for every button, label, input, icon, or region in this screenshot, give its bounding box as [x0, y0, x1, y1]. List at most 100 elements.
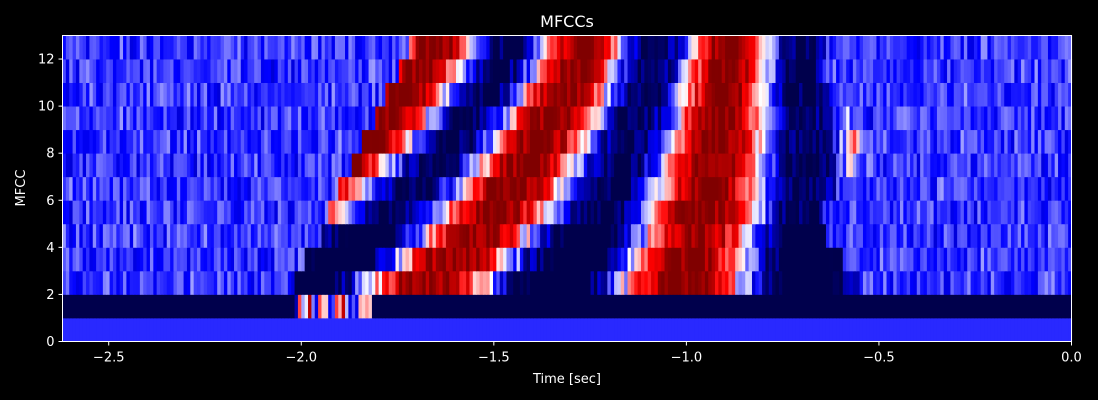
heatmap-cell: [153, 223, 158, 248]
heatmap-cell: [533, 82, 538, 107]
heatmap-cell: [89, 270, 94, 295]
heatmap-cell: [950, 59, 955, 83]
heatmap-cell: [1031, 223, 1036, 248]
heatmap-cell: [294, 59, 299, 83]
heatmap-cell: [593, 176, 598, 201]
heatmap-cell: [829, 35, 834, 60]
heatmap-cell: [600, 176, 605, 201]
heatmap-cell: [419, 317, 423, 342]
heatmap-cell: [577, 153, 582, 178]
heatmap-cell: [849, 153, 854, 178]
heatmap-cell: [637, 59, 642, 83]
heatmap-cell: [990, 82, 995, 107]
heatmap-cell: [1054, 153, 1059, 178]
heatmap-cell: [210, 59, 215, 83]
heatmap-cell: [893, 223, 898, 248]
heatmap-cell: [802, 317, 807, 342]
heatmap-cell: [106, 129, 111, 154]
heatmap-cell: [556, 247, 561, 272]
heatmap-cell: [973, 106, 978, 131]
heatmap-cell: [190, 294, 195, 319]
heatmap-cell: [913, 270, 918, 295]
heatmap-cell: [560, 106, 565, 131]
heatmap-cell: [620, 153, 625, 178]
heatmap-cell: [671, 59, 676, 83]
heatmap-cell: [1007, 176, 1012, 201]
heatmap-cell: [940, 106, 945, 131]
heatmap-cell: [1027, 247, 1032, 272]
heatmap-cell: [973, 294, 978, 319]
heatmap-cell: [146, 35, 151, 60]
heatmap-cell: [825, 106, 830, 131]
heatmap-cell: [721, 247, 726, 272]
heatmap-cell: [479, 294, 484, 319]
heatmap-cell: [634, 106, 639, 131]
heatmap-cell: [735, 294, 740, 319]
heatmap-cell: [573, 247, 578, 272]
heatmap-cell: [755, 270, 760, 295]
heatmap-cell: [176, 129, 181, 154]
heatmap-cell: [714, 82, 719, 107]
heatmap-cell: [556, 200, 561, 225]
heatmap-cell: [479, 247, 484, 272]
heatmap-cell: [735, 82, 740, 107]
heatmap-cell: [334, 106, 339, 131]
heatmap-cell: [136, 153, 141, 178]
heatmap-cell: [133, 59, 138, 83]
heatmap-cell: [1031, 153, 1036, 178]
heatmap-cell: [69, 223, 74, 248]
heatmap-cell: [479, 200, 484, 225]
heatmap-cell: [479, 223, 484, 248]
heatmap-cell: [1054, 176, 1059, 201]
heatmap-cell: [1031, 176, 1036, 201]
heatmap-cell: [755, 294, 760, 319]
heatmap-cell: [334, 59, 339, 83]
heatmap-cell: [254, 176, 259, 201]
heatmap-cell: [355, 270, 360, 295]
heatmap-cell: [953, 106, 958, 131]
heatmap-cell: [778, 200, 783, 225]
heatmap-cell: [72, 82, 77, 107]
heatmap-cell: [382, 59, 386, 83]
heatmap-cell: [822, 129, 827, 154]
heatmap-cell: [371, 270, 376, 295]
heatmap-cell: [176, 223, 181, 248]
heatmap-cell: [906, 35, 911, 60]
heatmap-cell: [940, 153, 945, 178]
heatmap-cell: [570, 223, 575, 248]
heatmap-cell: [728, 35, 733, 60]
heatmap-cell: [573, 317, 578, 342]
heatmap-cell: [731, 82, 736, 107]
heatmap-cell: [459, 200, 464, 225]
heatmap-cell: [331, 270, 336, 295]
heatmap-cell: [479, 317, 484, 342]
heatmap-cell: [368, 106, 373, 131]
heatmap-cell: [260, 317, 265, 342]
heatmap-cell: [338, 82, 343, 107]
heatmap-cell: [866, 294, 871, 319]
heatmap-cell: [513, 153, 518, 178]
heatmap-cell: [445, 153, 450, 178]
heatmap-cell: [916, 153, 921, 178]
heatmap-cell: [677, 35, 682, 60]
heatmap-cell: [896, 223, 901, 248]
heatmap-cell: [1034, 153, 1039, 178]
heatmap-cell: [412, 247, 417, 272]
heatmap-cell: [684, 176, 689, 201]
heatmap-cell: [862, 200, 867, 225]
heatmap-cell: [1044, 270, 1049, 295]
heatmap-cell: [304, 82, 309, 107]
heatmap-cell: [405, 35, 410, 60]
heatmap-cell: [583, 153, 588, 178]
heatmap-cell: [264, 200, 269, 225]
heatmap-cell: [324, 106, 329, 131]
heatmap-cell: [338, 35, 343, 60]
heatmap-cell: [240, 223, 245, 248]
heatmap-cell: [382, 317, 386, 342]
heatmap-cell: [79, 106, 84, 131]
heatmap-cell: [634, 294, 639, 319]
heatmap-cell: [89, 153, 94, 178]
heatmap-cell: [758, 176, 763, 201]
